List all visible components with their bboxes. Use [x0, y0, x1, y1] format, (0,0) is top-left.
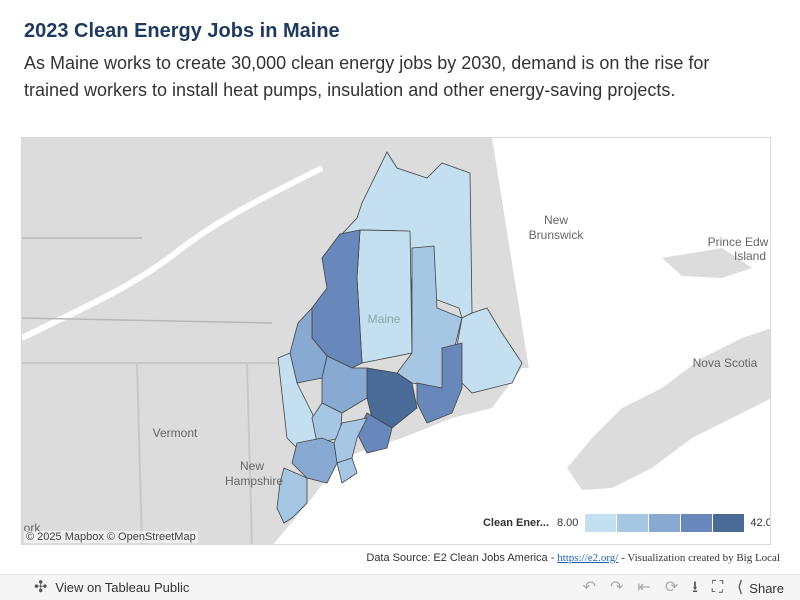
- legend-title: Clean Ener...: [482, 517, 549, 529]
- label-new-brunswick-1: New: [544, 213, 568, 227]
- legend-swatch-2: [617, 514, 650, 532]
- county-franklin[interactable]: [289, 306, 328, 384]
- label-nova-scotia: Nova Scotia: [693, 356, 758, 370]
- label-vermont: Vermont: [153, 426, 198, 440]
- nova-scotia-land: [567, 328, 770, 490]
- county-aroostook[interactable]: [340, 151, 473, 319]
- legend-swatch-1: [585, 514, 618, 532]
- tableau-logo-icon: ✣: [34, 578, 48, 596]
- county-waldo[interactable]: [366, 367, 418, 429]
- download-icon[interactable]: ⭳: [692, 579, 698, 596]
- county-hancock[interactable]: [416, 342, 463, 424]
- source-link[interactable]: https://e2.org/: [557, 552, 619, 564]
- view-on-tableau-button[interactable]: ✣ View on Tableau Public: [34, 578, 190, 596]
- tableau-toolbar: ✣ View on Tableau Public ↶ ↷ ⇤ ⟳ ⭳ ⛶ ⟨ S…: [0, 574, 800, 600]
- legend-swatch-3: [649, 514, 682, 532]
- border-line: [22, 362, 277, 544]
- county-york[interactable]: [276, 467, 308, 524]
- refresh-icon[interactable]: ⟳: [664, 579, 679, 596]
- label-maine: Maine: [368, 312, 401, 326]
- source-text: E2 Clean Jobs America -: [433, 552, 555, 564]
- label-new-hampshire-1: New: [240, 459, 264, 473]
- color-legend: Clean Ener... 8.00 42.00: [467, 512, 770, 534]
- county-washington[interactable]: [451, 307, 523, 394]
- label-new-brunswick-2: Brunswick: [529, 228, 585, 242]
- maine-counties[interactable]: [276, 151, 523, 524]
- pei-land: [662, 248, 752, 278]
- map-view[interactable]: New Brunswick Prince Edw Island Maine No…: [21, 137, 771, 545]
- legend-swatch-4: [681, 514, 714, 532]
- river-line: [22, 165, 324, 341]
- revert-icon[interactable]: ⇤: [637, 579, 651, 596]
- page-subtitle: As Maine works to create 30,000 clean en…: [24, 53, 710, 100]
- map-attribution[interactable]: © 2025 Mapbox © OpenStreetMap: [24, 531, 198, 543]
- label-pei-2: Island: [734, 249, 766, 263]
- share-label: Share: [749, 580, 784, 596]
- county-cumberland[interactable]: [291, 437, 338, 484]
- toolbar-actions: ↶ ↷ ⇤ ⟳ ⭳ ⛶ ⟨ Share: [583, 575, 784, 600]
- legend-min-value: 8.00: [557, 517, 579, 529]
- border-line-2: [22, 237, 273, 324]
- view-on-tableau-label: View on Tableau Public: [55, 580, 190, 595]
- source-label: Data Source:: [366, 552, 431, 564]
- fullscreen-icon[interactable]: ⛶: [711, 579, 724, 596]
- legend-max-value: 42.00: [750, 517, 770, 529]
- legend-swatch-5: [713, 514, 746, 532]
- label-new-hampshire-2: Hampshire: [225, 474, 283, 488]
- share-icon: ⟨: [737, 579, 744, 596]
- map-canvas[interactable]: New Brunswick Prince Edw Island Maine No…: [22, 138, 771, 545]
- page-title: 2023 Clean Energy Jobs in Maine: [24, 20, 340, 42]
- label-pei-1: Prince Edw: [708, 235, 769, 249]
- legend-swatches: [584, 513, 747, 533]
- county-kennebec[interactable]: [321, 355, 368, 414]
- credit-text: - Visualization created by Big Local: [621, 552, 780, 564]
- data-source-footer: Data Source: E2 Clean Jobs America - htt…: [366, 552, 780, 564]
- county-piscataquis[interactable]: [356, 229, 413, 364]
- redo-icon[interactable]: ↷: [610, 579, 624, 596]
- county-sagadahoc[interactable]: [336, 457, 358, 484]
- share-button[interactable]: ⟨ Share: [737, 580, 784, 596]
- undo-icon[interactable]: ↶: [582, 579, 597, 596]
